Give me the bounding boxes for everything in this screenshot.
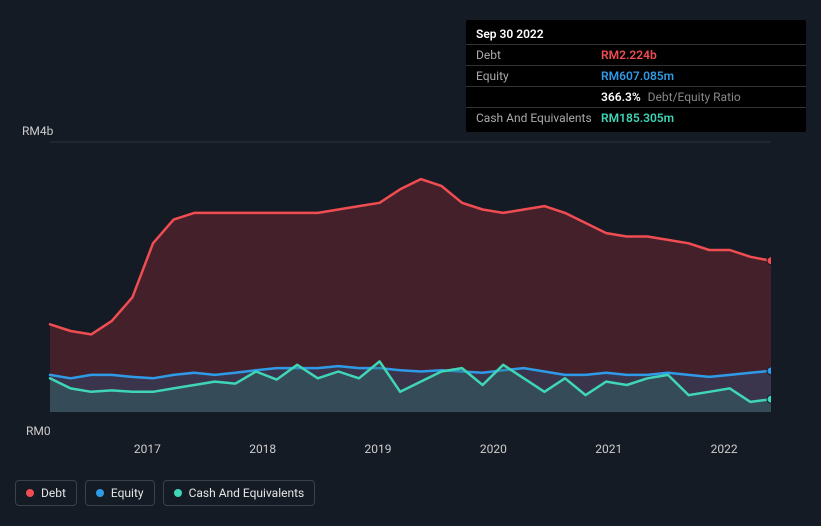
tooltip-date: Sep 30 2022	[466, 24, 806, 45]
x-tick-label: 2018	[249, 442, 276, 456]
x-tick-label: 2021	[595, 442, 622, 456]
tooltip-value: 366.3% Debt/Equity Ratio	[601, 90, 741, 104]
legend-label: Equity	[111, 486, 144, 500]
legend: Debt Equity Cash And Equivalents	[15, 480, 315, 506]
tooltip-value: RM607.085m	[601, 69, 674, 83]
tooltip-row: 366.3% Debt/Equity Ratio	[466, 87, 806, 108]
tooltip-label	[476, 90, 601, 104]
tooltip-extra: Debt/Equity Ratio	[645, 90, 741, 104]
x-tick-label: 2017	[134, 442, 161, 456]
x-tick-label: 2022	[711, 442, 738, 456]
legend-item-cash-and-equivalents[interactable]: Cash And Equivalents	[163, 480, 316, 506]
x-tick-label: 2020	[480, 442, 507, 456]
legend-dot	[174, 489, 182, 497]
legend-item-debt[interactable]: Debt	[15, 480, 77, 506]
tooltip-value: RM2.224b	[601, 48, 657, 62]
data-tooltip: Sep 30 2022 DebtRM2.224bEquityRM607.085m…	[466, 20, 806, 132]
x-tick-label: 2019	[365, 442, 392, 456]
legend-label: Cash And Equivalents	[189, 486, 305, 500]
legend-label: Debt	[41, 486, 66, 500]
tooltip-label: Debt	[476, 48, 601, 62]
tooltip-row: DebtRM2.224b	[466, 45, 806, 66]
y-axis-label-min: RM0	[26, 424, 51, 438]
financial-chart	[15, 120, 771, 412]
legend-item-equity[interactable]: Equity	[85, 480, 155, 506]
tooltip-row: EquityRM607.085m	[466, 66, 806, 87]
legend-dot	[26, 489, 34, 497]
chart-area	[15, 120, 806, 412]
legend-dot	[96, 489, 104, 497]
tooltip-label: Equity	[476, 69, 601, 83]
